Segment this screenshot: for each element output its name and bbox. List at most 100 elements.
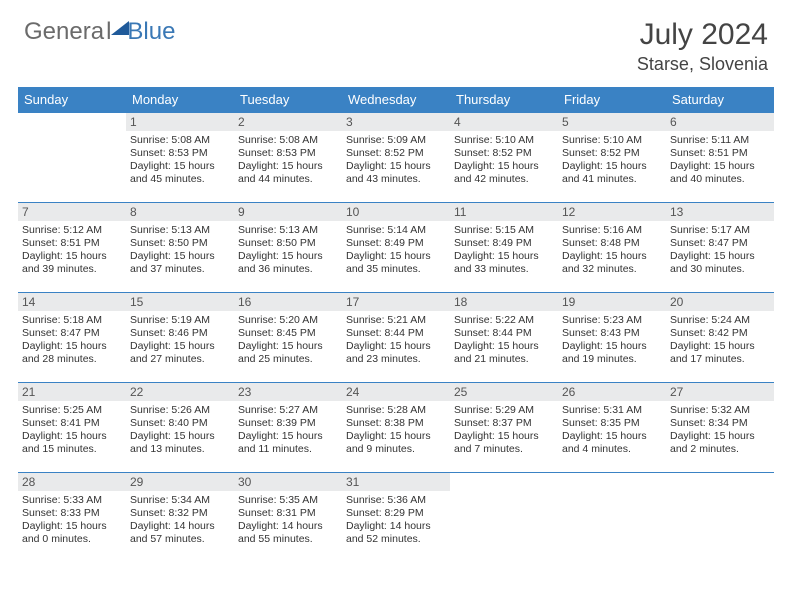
sunrise-label: Sunrise: 5:26 AM: [130, 404, 230, 417]
day-number: 14: [18, 293, 126, 311]
sunrise-label: Sunrise: 5:18 AM: [22, 314, 122, 327]
calendar-cell: [18, 113, 126, 203]
weekday-header: Saturday: [666, 87, 774, 113]
day-body: Sunrise: 5:18 AMSunset: 8:47 PMDaylight:…: [18, 311, 126, 371]
day-number: 29: [126, 473, 234, 491]
calendar-cell: 9Sunrise: 5:13 AMSunset: 8:50 PMDaylight…: [234, 203, 342, 293]
sunset-label: Sunset: 8:52 PM: [346, 147, 446, 160]
calendar-cell: 25Sunrise: 5:29 AMSunset: 8:37 PMDayligh…: [450, 383, 558, 473]
sunset-label: Sunset: 8:46 PM: [130, 327, 230, 340]
day-number: 7: [18, 203, 126, 221]
sunset-label: Sunset: 8:48 PM: [562, 237, 662, 250]
calendar-cell: [450, 473, 558, 563]
day-body: Sunrise: 5:08 AMSunset: 8:53 PMDaylight:…: [234, 131, 342, 191]
day-body: Sunrise: 5:36 AMSunset: 8:29 PMDaylight:…: [342, 491, 450, 551]
daylight-label: Daylight: 15 hours and 37 minutes.: [130, 250, 230, 276]
sunrise-label: Sunrise: 5:11 AM: [670, 134, 770, 147]
sunset-label: Sunset: 8:31 PM: [238, 507, 338, 520]
logo-text-3: Blue: [127, 18, 175, 46]
sunrise-label: Sunrise: 5:21 AM: [346, 314, 446, 327]
day-number: 25: [450, 383, 558, 401]
day-number: 8: [126, 203, 234, 221]
sunset-label: Sunset: 8:53 PM: [238, 147, 338, 160]
day-body: Sunrise: 5:35 AMSunset: 8:31 PMDaylight:…: [234, 491, 342, 551]
sunrise-label: Sunrise: 5:36 AM: [346, 494, 446, 507]
sunset-label: Sunset: 8:43 PM: [562, 327, 662, 340]
calendar-cell: 17Sunrise: 5:21 AMSunset: 8:44 PMDayligh…: [342, 293, 450, 383]
day-body: Sunrise: 5:13 AMSunset: 8:50 PMDaylight:…: [126, 221, 234, 281]
day-number: 15: [126, 293, 234, 311]
sunset-label: Sunset: 8:40 PM: [130, 417, 230, 430]
day-number: 10: [342, 203, 450, 221]
calendar-cell: 14Sunrise: 5:18 AMSunset: 8:47 PMDayligh…: [18, 293, 126, 383]
day-number: 26: [558, 383, 666, 401]
day-body: Sunrise: 5:29 AMSunset: 8:37 PMDaylight:…: [450, 401, 558, 461]
daylight-label: Daylight: 14 hours and 57 minutes.: [130, 520, 230, 546]
daylight-label: Daylight: 15 hours and 25 minutes.: [238, 340, 338, 366]
calendar-row: 28Sunrise: 5:33 AMSunset: 8:33 PMDayligh…: [18, 473, 774, 563]
calendar-row: 21Sunrise: 5:25 AMSunset: 8:41 PMDayligh…: [18, 383, 774, 473]
daylight-label: Daylight: 15 hours and 36 minutes.: [238, 250, 338, 276]
day-number: 18: [450, 293, 558, 311]
sunrise-label: Sunrise: 5:28 AM: [346, 404, 446, 417]
calendar-cell: 26Sunrise: 5:31 AMSunset: 8:35 PMDayligh…: [558, 383, 666, 473]
day-number: 12: [558, 203, 666, 221]
daylight-label: Daylight: 15 hours and 27 minutes.: [130, 340, 230, 366]
sunrise-label: Sunrise: 5:34 AM: [130, 494, 230, 507]
day-body: Sunrise: 5:13 AMSunset: 8:50 PMDaylight:…: [234, 221, 342, 281]
daylight-label: Daylight: 15 hours and 39 minutes.: [22, 250, 122, 276]
sunrise-label: Sunrise: 5:16 AM: [562, 224, 662, 237]
day-body: Sunrise: 5:27 AMSunset: 8:39 PMDaylight:…: [234, 401, 342, 461]
day-number: 24: [342, 383, 450, 401]
sunset-label: Sunset: 8:47 PM: [22, 327, 122, 340]
day-number: 21: [18, 383, 126, 401]
sunset-label: Sunset: 8:32 PM: [130, 507, 230, 520]
sunset-label: Sunset: 8:29 PM: [346, 507, 446, 520]
sunset-label: Sunset: 8:50 PM: [130, 237, 230, 250]
logo: Genera l Blue: [24, 18, 175, 46]
sunrise-label: Sunrise: 5:12 AM: [22, 224, 122, 237]
calendar-cell: 30Sunrise: 5:35 AMSunset: 8:31 PMDayligh…: [234, 473, 342, 563]
location-label: Starse, Slovenia: [637, 54, 768, 75]
daylight-label: Daylight: 15 hours and 43 minutes.: [346, 160, 446, 186]
daylight-label: Daylight: 15 hours and 42 minutes.: [454, 160, 554, 186]
calendar-cell: 22Sunrise: 5:26 AMSunset: 8:40 PMDayligh…: [126, 383, 234, 473]
daylight-label: Daylight: 15 hours and 44 minutes.: [238, 160, 338, 186]
daylight-label: Daylight: 15 hours and 41 minutes.: [562, 160, 662, 186]
calendar-cell: 23Sunrise: 5:27 AMSunset: 8:39 PMDayligh…: [234, 383, 342, 473]
sunset-label: Sunset: 8:53 PM: [130, 147, 230, 160]
calendar-cell: 31Sunrise: 5:36 AMSunset: 8:29 PMDayligh…: [342, 473, 450, 563]
daylight-label: Daylight: 15 hours and 2 minutes.: [670, 430, 770, 456]
calendar-row: 14Sunrise: 5:18 AMSunset: 8:47 PMDayligh…: [18, 293, 774, 383]
sunrise-label: Sunrise: 5:24 AM: [670, 314, 770, 327]
day-number: 13: [666, 203, 774, 221]
sunset-label: Sunset: 8:42 PM: [670, 327, 770, 340]
sunrise-label: Sunrise: 5:08 AM: [130, 134, 230, 147]
day-number: 28: [18, 473, 126, 491]
calendar-cell: 11Sunrise: 5:15 AMSunset: 8:49 PMDayligh…: [450, 203, 558, 293]
day-body: Sunrise: 5:26 AMSunset: 8:40 PMDaylight:…: [126, 401, 234, 461]
daylight-label: Daylight: 15 hours and 13 minutes.: [130, 430, 230, 456]
daylight-label: Daylight: 15 hours and 11 minutes.: [238, 430, 338, 456]
calendar-cell: 7Sunrise: 5:12 AMSunset: 8:51 PMDaylight…: [18, 203, 126, 293]
day-number: 22: [126, 383, 234, 401]
weekday-header: Wednesday: [342, 87, 450, 113]
day-body: Sunrise: 5:15 AMSunset: 8:49 PMDaylight:…: [450, 221, 558, 281]
daylight-label: Daylight: 14 hours and 55 minutes.: [238, 520, 338, 546]
daylight-label: Daylight: 15 hours and 45 minutes.: [130, 160, 230, 186]
day-number: 19: [558, 293, 666, 311]
calendar-cell: 24Sunrise: 5:28 AMSunset: 8:38 PMDayligh…: [342, 383, 450, 473]
daylight-label: Daylight: 14 hours and 52 minutes.: [346, 520, 446, 546]
sunrise-label: Sunrise: 5:32 AM: [670, 404, 770, 417]
daylight-label: Daylight: 15 hours and 15 minutes.: [22, 430, 122, 456]
calendar-row: 7Sunrise: 5:12 AMSunset: 8:51 PMDaylight…: [18, 203, 774, 293]
calendar-cell: 10Sunrise: 5:14 AMSunset: 8:49 PMDayligh…: [342, 203, 450, 293]
weekday-header: Monday: [126, 87, 234, 113]
daylight-label: Daylight: 15 hours and 40 minutes.: [670, 160, 770, 186]
daylight-label: Daylight: 15 hours and 19 minutes.: [562, 340, 662, 366]
calendar-cell: 6Sunrise: 5:11 AMSunset: 8:51 PMDaylight…: [666, 113, 774, 203]
daylight-label: Daylight: 15 hours and 23 minutes.: [346, 340, 446, 366]
day-number: 1: [126, 113, 234, 131]
daylight-label: Daylight: 15 hours and 4 minutes.: [562, 430, 662, 456]
day-body: Sunrise: 5:34 AMSunset: 8:32 PMDaylight:…: [126, 491, 234, 551]
